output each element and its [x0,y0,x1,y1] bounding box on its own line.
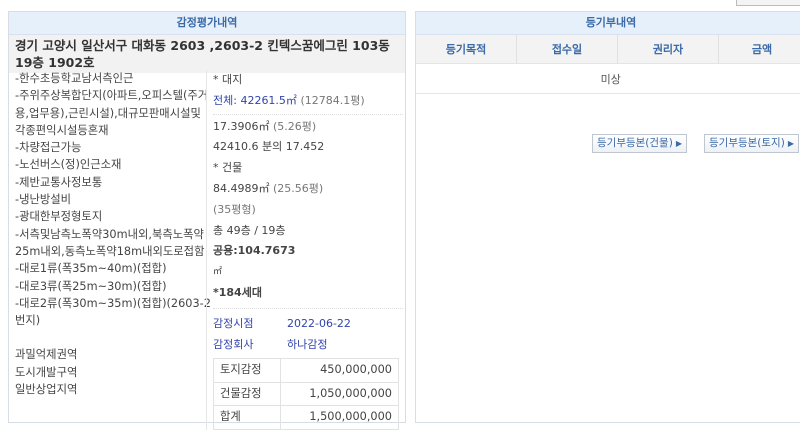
floors: 총 49층 / 19층 [213,221,403,242]
note: -광대한부정형토지 [15,208,211,225]
price-value: 450,000,000 [281,358,399,382]
empty-row: 미상 [416,64,800,94]
registry-building-button[interactable]: 등기부등본(건물)▶ [592,134,687,153]
arrow-right-icon: ▶ [676,139,682,148]
col-date: 접수일 [517,35,618,64]
col-purpose: 등기목적 [416,35,517,64]
building-label: * 건물 [213,158,403,179]
note: -냉난방설비 [15,191,211,208]
land-share: 42410.6 분의 17.452 [213,137,403,158]
land-total-pyeong: (12784.1평) [300,94,364,107]
building-area-pyeong: (25.56평) [273,182,323,195]
zone: 일반상업지역 [15,381,211,398]
registry-title: 등기부내역 [416,12,800,35]
note: -한수초등학교남서측인근 [15,70,211,87]
col-holder: 권리자 [618,35,719,64]
price-label: 건물감정 [214,382,281,406]
btn-label: 등기부등본(건물) [597,137,673,149]
top-button-partial[interactable] [736,0,800,6]
land-total: 전체: 42261.5㎡ [213,94,297,107]
note: -제반교통사정보통 [15,174,211,191]
price-value: 1,500,000,000 [281,406,399,430]
building-area: 84.4989㎡ [213,182,270,195]
zone: 과밀억제권역 [15,346,211,363]
appraisal-date: 2022-06-22 [287,313,351,334]
note: -대로3류(폭25m~30m)(접합) [15,278,211,295]
btn-label: 등기부등본(토지) [709,137,785,149]
price-value: 1,050,000,000 [281,382,399,406]
note: -대로2류(폭30m~35m)(접합)(2603-2번지) [15,295,211,330]
note: -대로1류(폭35m~40m)(접합) [15,260,211,277]
property-address: 경기 고양시 일산서구 대화동 2603 ,2603-2 킨텍스꿈에그린 103… [9,35,405,73]
company-label: 감정회사 [213,334,287,355]
common-unit: ㎡ [213,262,403,283]
registry-land-button[interactable]: 등기부등본(토지)▶ [704,134,799,153]
note: -서측및남측노폭약30m내외,북측노폭약25m내외,동측노폭약18m내외도로접함 [15,226,211,261]
common-area: 공용:104.7673 [213,241,403,262]
arrow-right-icon: ▶ [788,139,794,148]
registry-table: 등기목적 접수일 권리자 금액 미상 [416,35,800,94]
building-type: (35평형) [213,200,403,221]
zone: 도시개발구역 [15,364,211,381]
households: *184세대 [213,283,403,304]
date-label: 감정시점 [213,313,287,334]
note: -차량접근가능 [15,139,211,156]
property-details: * 대지 전체: 42261.5㎡ (12784.1평) 17.3906㎡ (5… [206,70,403,430]
land-area: 17.3906㎡ [213,120,270,133]
land-label: * 대지 [213,70,403,91]
col-amount: 금액 [719,35,800,64]
appraisal-title: 감정평가내역 [9,12,405,35]
price-label: 합계 [214,406,281,430]
land-area-pyeong: (5.26평) [273,120,316,133]
price-label: 토지감정 [214,358,281,382]
appraisal-panel: 감정평가내역 경기 고양시 일산서구 대화동 2603 ,2603-2 킨텍스꿈… [8,11,406,423]
note: -주위주상복합단지(아파트,오피스텔(주거용,업무용),근린시설),대규모판매시… [15,87,211,139]
note: -노선버스(정)인근소재 [15,156,211,173]
location-notes: -한수초등학교남서측인근 -주위주상복합단지(아파트,오피스텔(주거용,업무용)… [9,70,211,398]
appraisal-company: 하나감정 [287,334,327,355]
registry-panel: 등기부내역 등기목적 접수일 권리자 금액 미상 등기부등본(건물)▶ 등기부등… [415,11,800,423]
